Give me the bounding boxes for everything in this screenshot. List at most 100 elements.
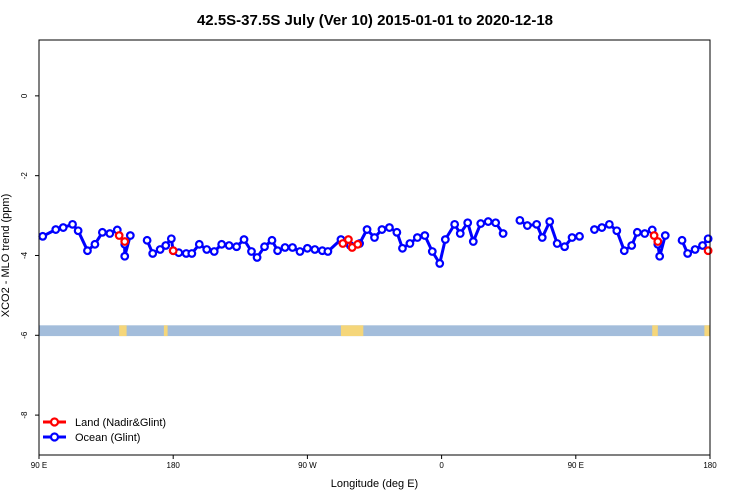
ocean-glint-point (232, 242, 241, 252)
ocean-glint-point (105, 229, 115, 238)
ocean-glint-point (660, 231, 670, 240)
y-tick-label: -8 (20, 411, 29, 419)
ocean-glint-point (532, 219, 542, 229)
ocean-glint-point (412, 233, 422, 242)
ocean-glint-point (83, 246, 92, 256)
ocean-glint-point (120, 251, 130, 261)
ocean-glint-point (252, 253, 262, 262)
ocean-glint-point (597, 223, 607, 232)
land-nadir-glint-point (353, 239, 363, 249)
ocean-glint-point (690, 245, 700, 254)
ocean-glint-point (209, 247, 219, 256)
ocean-glint-point (632, 227, 642, 237)
ocean-glint-point (604, 219, 614, 229)
ocean-glint-point (73, 226, 83, 236)
ocean-glint-point (377, 225, 387, 234)
x-axis: 90 E 180 90 W 0 90 E 180 (31, 455, 717, 470)
ocean-glint-point (303, 243, 312, 253)
land-band (704, 325, 710, 337)
ocean-glint-point (385, 223, 394, 232)
ocean-glint-point (627, 241, 637, 250)
ocean-glint-point (362, 225, 372, 234)
legend-marker (49, 432, 60, 442)
ocean-glint-point (640, 229, 650, 238)
y-tick-label: -4 (20, 251, 29, 259)
ocean-glint-point (38, 231, 48, 241)
land-nadir-glint-series (114, 231, 713, 256)
ocean-glint-point (97, 227, 107, 237)
ocean-glint-point (698, 241, 707, 250)
legend: Land (Nadir&Glint) Ocean (Glint) (43, 417, 166, 444)
ocean-glint-point (247, 247, 256, 256)
legend-label: Land (Nadir&Glint) (75, 417, 166, 429)
land-nadir-glint-point (653, 237, 663, 246)
ocean-glint-point (161, 241, 171, 250)
ocean-glint-point (392, 227, 402, 237)
ocean-glint-point (683, 249, 693, 258)
ocean-glint-point (468, 237, 478, 246)
x-tick-label: 0 (439, 461, 444, 470)
ocean-glint-point (90, 239, 100, 249)
ocean-glint-point (420, 231, 430, 240)
land-nadir-glint-point (168, 246, 178, 256)
legend-marker (49, 417, 60, 427)
legend-label: Ocean (Glint) (75, 432, 140, 444)
series-group (38, 215, 713, 268)
x-tick-label: 90 E (568, 461, 584, 470)
ocean-glint-point (194, 239, 204, 249)
ocean-glint-point (273, 246, 282, 256)
x-tick-label: 90 W (298, 461, 317, 470)
ocean-glint-point (280, 243, 290, 252)
ocean-glint-point (463, 218, 473, 228)
ocean-glint-point (498, 229, 508, 238)
ocean-glint-point (450, 219, 460, 229)
y-tick-label: -2 (20, 172, 29, 180)
ocean-glint-point (567, 233, 577, 242)
ocean-glint-point (552, 239, 562, 248)
ocean-glint-point (370, 233, 379, 242)
ocean-glint-point (476, 219, 486, 228)
land-band (119, 325, 127, 337)
ocean-glint-point (398, 243, 407, 253)
ocean-glint-point (515, 215, 525, 225)
ocean-glint-point (537, 233, 547, 242)
ocean-glint-point (560, 242, 570, 252)
ocean-glint-point (440, 235, 450, 244)
ocean-glint-point (405, 239, 415, 248)
ocean-glint-point (575, 231, 584, 241)
ocean-glint-point (142, 235, 152, 245)
plot-frame (38, 39, 711, 456)
ocean-glint-point (68, 219, 77, 229)
land-ocean-strip (39, 325, 710, 337)
ocean-glint-point (655, 251, 665, 261)
y-axis-label: XCO2 - MLO trend (ppm) (0, 194, 12, 317)
ocean-glint-point (491, 218, 501, 228)
ocean-glint-point (612, 226, 622, 236)
land-nadir-glint-point (649, 231, 659, 240)
ocean-glint-point (483, 217, 493, 226)
y-tick-label: 0 (20, 93, 29, 98)
ocean-glint-point (202, 245, 212, 254)
legend-entry: Ocean (Glint) (43, 432, 140, 444)
ocean-glint-point (310, 245, 320, 254)
land-band (163, 325, 168, 337)
y-axis: 0 -2 -4 -6 -8 (20, 93, 39, 419)
ocean-glint-point (239, 235, 249, 244)
ocean-glint-point (323, 247, 333, 256)
land-nadir-glint-point (344, 235, 353, 244)
ocean-glint-point (224, 241, 234, 250)
x-tick-label: 180 (703, 461, 717, 470)
ocean-glint-point (619, 246, 629, 256)
ocean-glint-point (677, 235, 687, 245)
ocean-glint-point (522, 221, 532, 230)
land-nadir-glint-point (120, 237, 130, 246)
ocean-glint-point (58, 223, 68, 232)
ocean-glint-point (295, 247, 305, 256)
x-axis-label: Longitude (deg E) (331, 478, 418, 490)
ocean-glint-point (125, 231, 135, 240)
ocean-glint-point (288, 243, 297, 252)
ocean-glint-point (455, 229, 465, 238)
ocean-glint-point (155, 245, 165, 254)
x-tick-label: 90 E (31, 461, 47, 470)
land-nadir-glint-point (338, 239, 348, 248)
